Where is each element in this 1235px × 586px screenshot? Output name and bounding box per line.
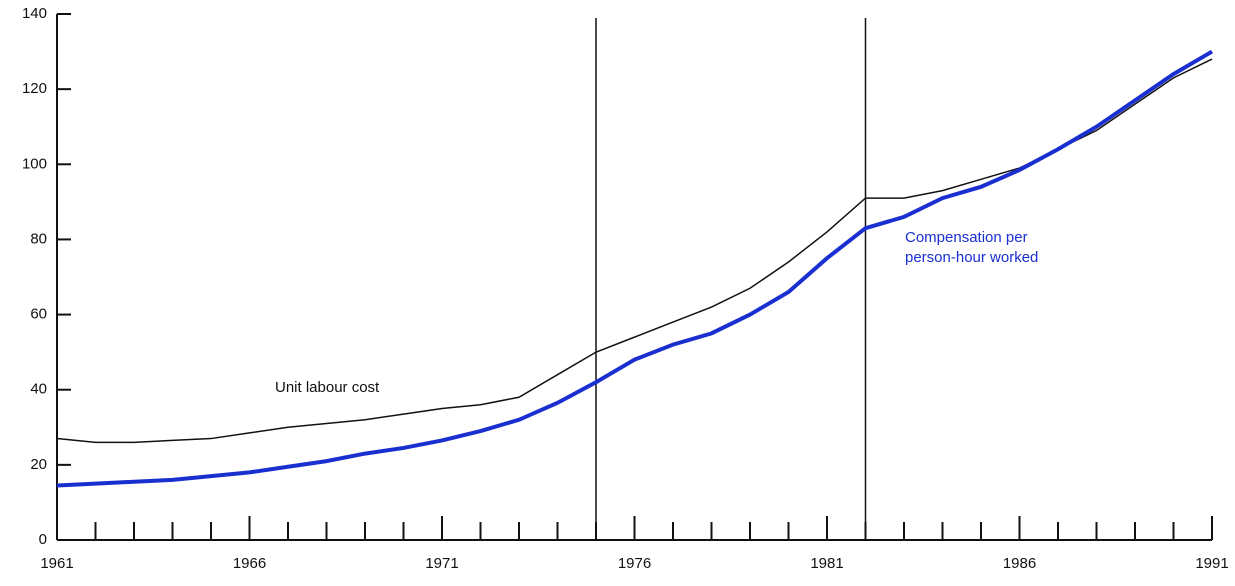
y-tick-label: 0 <box>39 531 47 548</box>
y-tick-label: 140 <box>22 5 47 22</box>
x-tick-label: 1971 <box>425 555 458 572</box>
x-tick-label: 1966 <box>233 555 266 572</box>
x-tick-label: 1986 <box>1003 555 1036 572</box>
y-tick-label: 20 <box>30 456 47 473</box>
series-line <box>56 49 1214 488</box>
y-tick-label: 120 <box>22 80 47 97</box>
x-tick-label: 1976 <box>618 555 651 572</box>
x-tick-label: 1981 <box>810 555 843 572</box>
x-tick-label: 1991 <box>1195 555 1228 572</box>
series-label: Unit labour cost <box>275 379 380 396</box>
y-tick-label: 80 <box>30 230 47 247</box>
y-tick-label: 40 <box>30 381 47 398</box>
y-tick-label: 60 <box>30 306 47 323</box>
y-tick-label: 100 <box>22 155 47 172</box>
series-label: Compensation per person-hour worked <box>905 229 1039 266</box>
x-tick-label: 1961 <box>40 555 73 572</box>
